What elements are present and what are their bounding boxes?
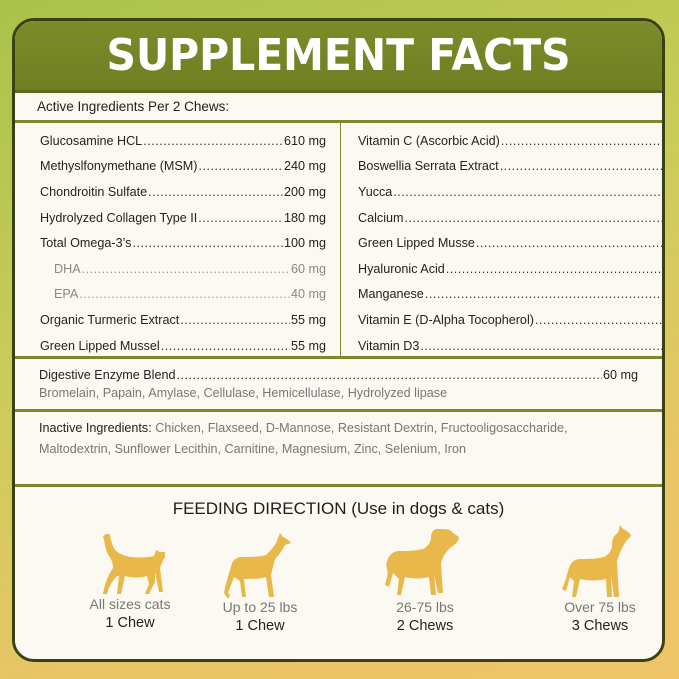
leader-dots <box>198 159 283 173</box>
large-dog-icon <box>562 525 631 597</box>
leader-dots <box>132 236 283 250</box>
ingredient-name: Boswellia Serrata Extract <box>358 159 499 174</box>
ingredient-row: Boswellia Serrata Extract35 mg <box>358 154 662 180</box>
ingredient-name: Chondroitin Sulfate <box>40 184 148 199</box>
ingredient-name: EPA <box>54 287 79 302</box>
ingredient-name: Total Omega-3’s <box>40 236 132 251</box>
weight-label: 26-75 lbs <box>396 599 454 615</box>
ingredient-row: Calcium25 mg <box>358 205 663 231</box>
ingredient-row: Vitamin D38 IU <box>358 333 662 359</box>
cat-icon <box>103 534 165 594</box>
ingredient-name: Vitamin E (D-Alpha Tocopherol) <box>358 312 534 327</box>
leader-dots <box>501 134 662 148</box>
leader-dots <box>446 262 662 276</box>
ingredient-amount: 200 mg <box>283 184 326 199</box>
ingredient-amount: 55 mg <box>290 312 326 327</box>
ingredient-row: Vitamin C (Ascorbic Acid)50 mg <box>358 128 662 154</box>
ingredient-amount: 610 mg <box>283 133 326 148</box>
ingredient-name: Methyslfonymethane (MSM) <box>40 159 198 174</box>
leader-dots <box>143 134 283 148</box>
ingredient-name: Glucosamine HCL <box>40 133 143 148</box>
enzyme-description: Bromelain, Papain, Amylase, Cellulase, H… <box>39 386 448 400</box>
weight-label: Over 75 lbs <box>564 599 636 615</box>
ingredient-name: DHA <box>54 261 81 276</box>
active-ingredients-heading: Active Ingredients Per 2 Chews: <box>15 93 662 123</box>
leader-dots <box>79 287 290 301</box>
leader-dots <box>82 262 290 276</box>
ingredient-name: Vitamin D3 <box>358 338 420 353</box>
leader-dots <box>198 211 283 225</box>
dose-label: 3 Chews <box>571 618 629 634</box>
ingredient-row: Manganese4 mg <box>358 282 662 308</box>
ingredients-table: Glucosamine HCL 610 mg Methyslfonymethane … <box>15 123 662 359</box>
leader-dots <box>148 185 283 199</box>
weight-label: All sizes cats <box>89 596 171 612</box>
ingredient-name: Hydrolyzed Collagen Type II <box>40 210 198 225</box>
leader-dots <box>535 313 662 327</box>
ingredient-row: Green Lipped Mussel 55 mg <box>40 333 326 359</box>
ingredient-amount: 60 mg <box>290 261 326 276</box>
leader-dots <box>405 211 663 225</box>
leader-dots <box>180 313 290 327</box>
feeding-item-large-dogs: Over 75 lbs 3 Chews <box>535 523 662 634</box>
feeding-item-cats: All sizes cats 1 Chew <box>65 534 195 631</box>
dose-label: 1 Chew <box>235 618 285 634</box>
inactive-ingredients: Inactive Ingredients: Chicken, Flaxseed,… <box>15 412 662 487</box>
ingredient-row: Glucosamine HCL 610 mg <box>40 128 326 154</box>
ingredient-amount: 240 mg <box>283 159 326 174</box>
supplement-facts-panel: SUPPLEMENT FACTS Active Ingredients Per … <box>12 18 665 662</box>
title: SUPPLEMENT FACTS <box>106 30 571 81</box>
leader-dots <box>500 159 662 173</box>
dose-label: 2 Chews <box>396 618 454 634</box>
leader-dots <box>420 339 662 353</box>
leader-dots <box>393 185 662 199</box>
inactive-label: Inactive Ingredients: <box>39 421 152 435</box>
ingredient-amount: 40 mg <box>290 287 326 302</box>
ingredient-amount: 55 mg <box>290 338 326 353</box>
ingredient-name: Vitamin C (Ascorbic Acid) <box>358 133 500 148</box>
ingredient-row: Chondroitin Sulfate 200 mg <box>40 179 326 205</box>
ingredient-row: Vitamin E (D-Alpha Tocopherol)15 IU <box>358 307 662 333</box>
enzyme-row: Digestive Enzyme Blend 60 mg <box>39 365 638 385</box>
ingredient-name: Green Lipped Mussel <box>40 338 160 353</box>
ingredient-row: Organic Turmeric Extract 55 mg <box>40 307 326 333</box>
dose-label: 1 Chew <box>105 615 155 631</box>
ingredient-name: Green Lipped Musse <box>358 236 475 251</box>
ingredient-name: Digestive Enzyme Blend <box>39 368 176 382</box>
ingredient-name: Organic Turmeric Extract <box>40 312 180 327</box>
leader-dots <box>476 236 662 250</box>
ingredient-row: Methyslfonymethane (MSM) 240 mg <box>40 154 326 180</box>
ingredient-row: EPA 40 mg <box>40 282 326 308</box>
ingredient-row: Yucca30 mg <box>358 179 662 205</box>
ingredient-amount: 60 mg <box>602 368 638 382</box>
medium-dog-icon <box>385 529 459 595</box>
ingredient-name: Hyaluronic Acid <box>358 261 445 276</box>
right-column: Vitamin C (Ascorbic Acid)50 mgBoswellia … <box>341 123 663 359</box>
ingredient-amount: 180 mg <box>283 210 326 225</box>
feeding-item-small-dogs: Up to 25 lbs 1 Chew <box>195 531 325 634</box>
small-dog-icon <box>224 533 291 599</box>
feeding-title: FEEDING DIRECTION (Use in dogs & cats) <box>172 499 505 518</box>
ingredient-name: Manganese <box>358 287 424 302</box>
ingredient-row: Total Omega-3’s 100 mg <box>40 230 326 256</box>
ingredient-name: Calcium <box>358 210 404 225</box>
ingredient-row: Green Lipped Musse15 mg <box>358 230 662 256</box>
leader-dots <box>425 287 662 301</box>
header: SUPPLEMENT FACTS <box>15 21 662 93</box>
ingredient-amount: 100 mg <box>283 236 326 251</box>
left-column: Glucosamine HCL 610 mg Methyslfonymethane … <box>15 123 341 356</box>
ingredient-row: Hyaluronic Acid6 mg <box>358 256 662 282</box>
inactive-text: Chicken, Flaxseed, D-Mannose, Resistant … <box>39 421 568 456</box>
leader-dots <box>161 339 290 353</box>
weight-label: Up to 25 lbs <box>222 599 298 615</box>
feeding-item-medium-dogs: 26-75 lbs 2 Chews <box>360 527 490 634</box>
ingredient-name: Yucca <box>358 184 393 199</box>
feeding-direction: FEEDING DIRECTION (Use in dogs & cats) A… <box>15 487 662 659</box>
enzyme-section: Digestive Enzyme Blend 60 mg Bromelain, P… <box>15 359 662 412</box>
ingredient-row: Hydrolyzed Collagen Type II 180 mg <box>40 205 326 231</box>
ingredient-row: DHA 60 mg <box>40 256 326 282</box>
